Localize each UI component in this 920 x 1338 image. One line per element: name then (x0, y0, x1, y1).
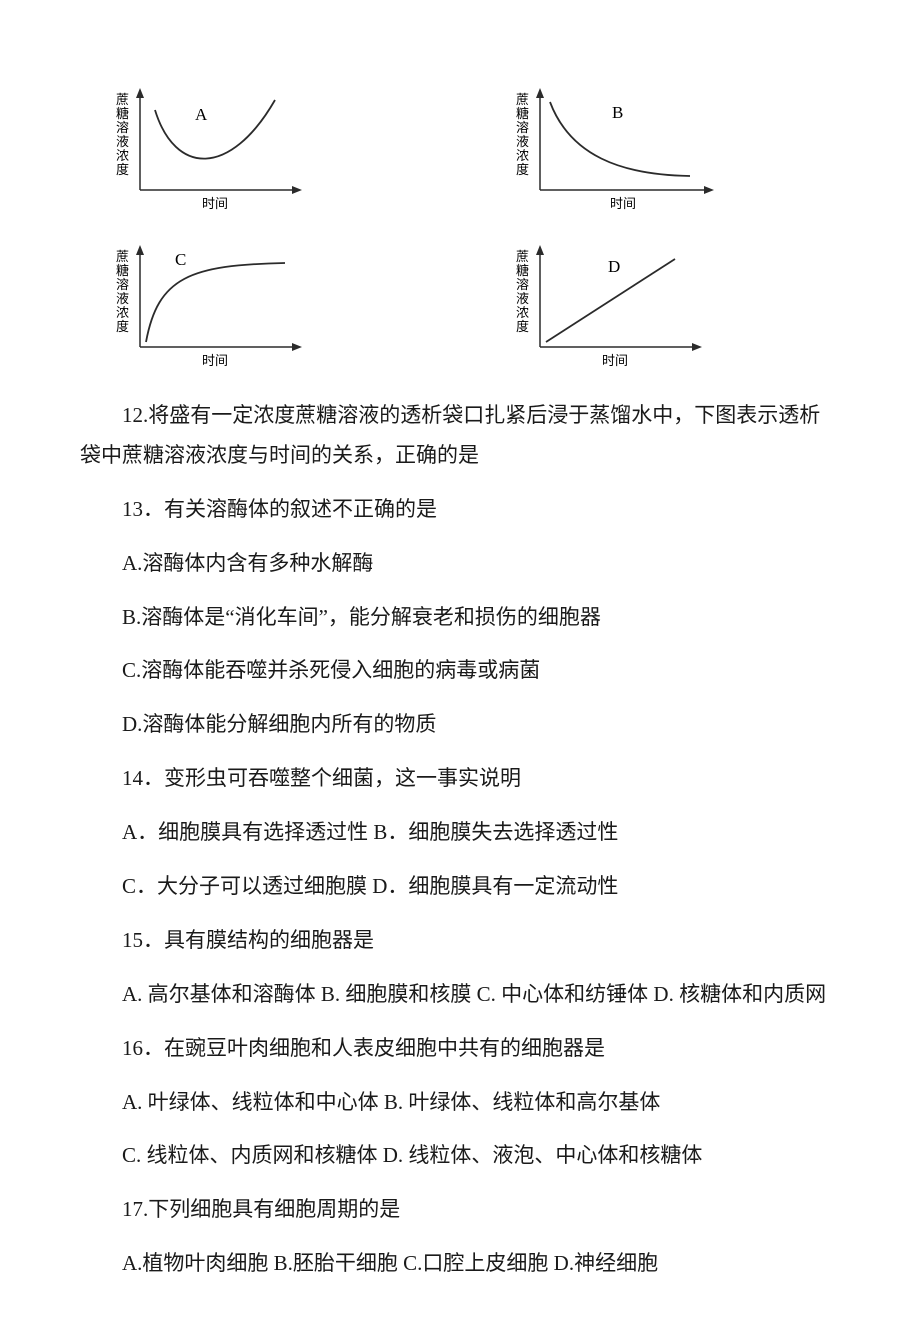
chart-b-yl5: 浓 (516, 148, 529, 163)
chart-c-yl1: 蔗 (116, 249, 129, 264)
chart-d-xarrow (692, 343, 702, 351)
chart-c-label: C (175, 250, 186, 269)
chart-c-yarrow (136, 245, 144, 255)
chart-d-yl4: 液 (516, 291, 529, 306)
chart-c-yl6: 度 (116, 319, 129, 334)
chart-b-yl4: 液 (516, 134, 529, 149)
chart-c-yl2: 糖 (116, 263, 129, 278)
q14-cd: C．大分子可以透过细胞膜 D．细胞膜具有一定流动性 (80, 867, 840, 907)
q13-d: D.溶酶体能分解细胞内所有的物质 (80, 705, 840, 745)
chart-b-yarrow (536, 88, 544, 98)
charts-grid: A 蔗 糖 溶 液 浓 度 时间 B 蔗 糖 溶 (100, 80, 820, 382)
chart-a: A 蔗 糖 溶 液 浓 度 时间 (100, 80, 420, 225)
chart-d-yl5: 浓 (516, 305, 529, 320)
chart-a-yl5: 浓 (116, 148, 129, 163)
chart-d-xlabel: 时间 (602, 353, 628, 368)
q17-opts: A.植物叶肉细胞 B.胚胎干细胞 C.口腔上皮细胞 D.神经细胞 (80, 1244, 840, 1284)
chart-a-yl6: 度 (116, 162, 129, 177)
chart-d-yl1: 蔗 (516, 249, 529, 264)
chart-c-yl4: 液 (116, 291, 129, 306)
q13-a: A.溶酶体内含有多种水解酶 (80, 544, 840, 584)
page: A 蔗 糖 溶 液 浓 度 时间 B 蔗 糖 溶 (0, 0, 920, 1338)
q14-text: 14．变形虫可吞噬整个细菌，这一事实说明 (80, 759, 840, 799)
chart-b-label: B (612, 103, 623, 122)
chart-d-yl2: 糖 (516, 263, 529, 278)
q17-text: 17.下列细胞具有细胞周期的是 (80, 1190, 840, 1230)
chart-c-curve (146, 263, 285, 342)
chart-a-svg: A 蔗 糖 溶 液 浓 度 时间 (100, 80, 330, 220)
chart-a-yl4: 液 (116, 134, 129, 149)
q16-ab: A. 叶绿体、线粒体和中心体 B. 叶绿体、线粒体和高尔基体 (80, 1083, 840, 1123)
chart-b-yl6: 度 (516, 162, 529, 177)
q15-text: 15．具有膜结构的细胞器是 (80, 921, 840, 961)
chart-d-yl3: 溶 (516, 277, 529, 292)
chart-a-yl3: 溶 (116, 120, 129, 135)
q13-b: B.溶酶体是“消化车间”，能分解衰老和损伤的细胞器 (80, 598, 840, 638)
q16-text: 16．在豌豆叶肉细胞和人表皮细胞中共有的细胞器是 (80, 1029, 840, 1069)
chart-a-yl1: 蔗 (116, 92, 129, 107)
chart-d-svg: D 蔗 糖 溶 液 浓 度 时间 (500, 237, 730, 377)
chart-c-yl5: 浓 (116, 305, 129, 320)
q12-text: 12.将盛有一定浓度蔗糖溶液的透析袋口扎紧后浸于蒸馏水中，下图表示透析袋中蔗糖溶… (80, 396, 840, 476)
q13-text: 13．有关溶酶体的叙述不正确的是 (80, 490, 840, 530)
chart-c-yl3: 溶 (116, 277, 129, 292)
chart-a-xarrow (292, 186, 302, 194)
chart-c: C 蔗 糖 溶 液 浓 度 时间 (100, 237, 420, 382)
q16-cd: C. 线粒体、内质网和核糖体 D. 线粒体、液泡、中心体和核糖体 (80, 1136, 840, 1176)
chart-b-svg: B 蔗 糖 溶 液 浓 度 时间 (500, 80, 730, 220)
q13-c: C.溶酶体能吞噬并杀死侵入细胞的病毒或病菌 (80, 651, 840, 691)
chart-c-xarrow (292, 343, 302, 351)
chart-b-xlabel: 时间 (610, 196, 636, 211)
chart-a-curve (155, 100, 275, 159)
chart-d-yarrow (536, 245, 544, 255)
chart-b-yl1: 蔗 (516, 92, 529, 107)
q15-opts: A. 高尔基体和溶酶体 B. 细胞膜和核膜 C. 中心体和纺锤体 D. 核糖体和… (80, 975, 840, 1015)
chart-d-label: D (608, 257, 620, 276)
chart-d: D 蔗 糖 溶 液 浓 度 时间 (500, 237, 820, 382)
chart-b-yl2: 糖 (516, 106, 529, 121)
chart-b: B 蔗 糖 溶 液 浓 度 时间 (500, 80, 820, 225)
chart-d-yl6: 度 (516, 319, 529, 334)
chart-b-xarrow (704, 186, 714, 194)
chart-c-svg: C 蔗 糖 溶 液 浓 度 时间 (100, 237, 330, 377)
chart-a-yarrow (136, 88, 144, 98)
chart-a-label: A (195, 105, 208, 124)
q14-ab: A．细胞膜具有选择透过性 B．细胞膜失去选择透过性 (80, 813, 840, 853)
chart-b-yl3: 溶 (516, 120, 529, 135)
chart-c-xlabel: 时间 (202, 353, 228, 368)
chart-a-yl2: 糖 (116, 106, 129, 121)
chart-a-xlabel: 时间 (202, 196, 228, 211)
